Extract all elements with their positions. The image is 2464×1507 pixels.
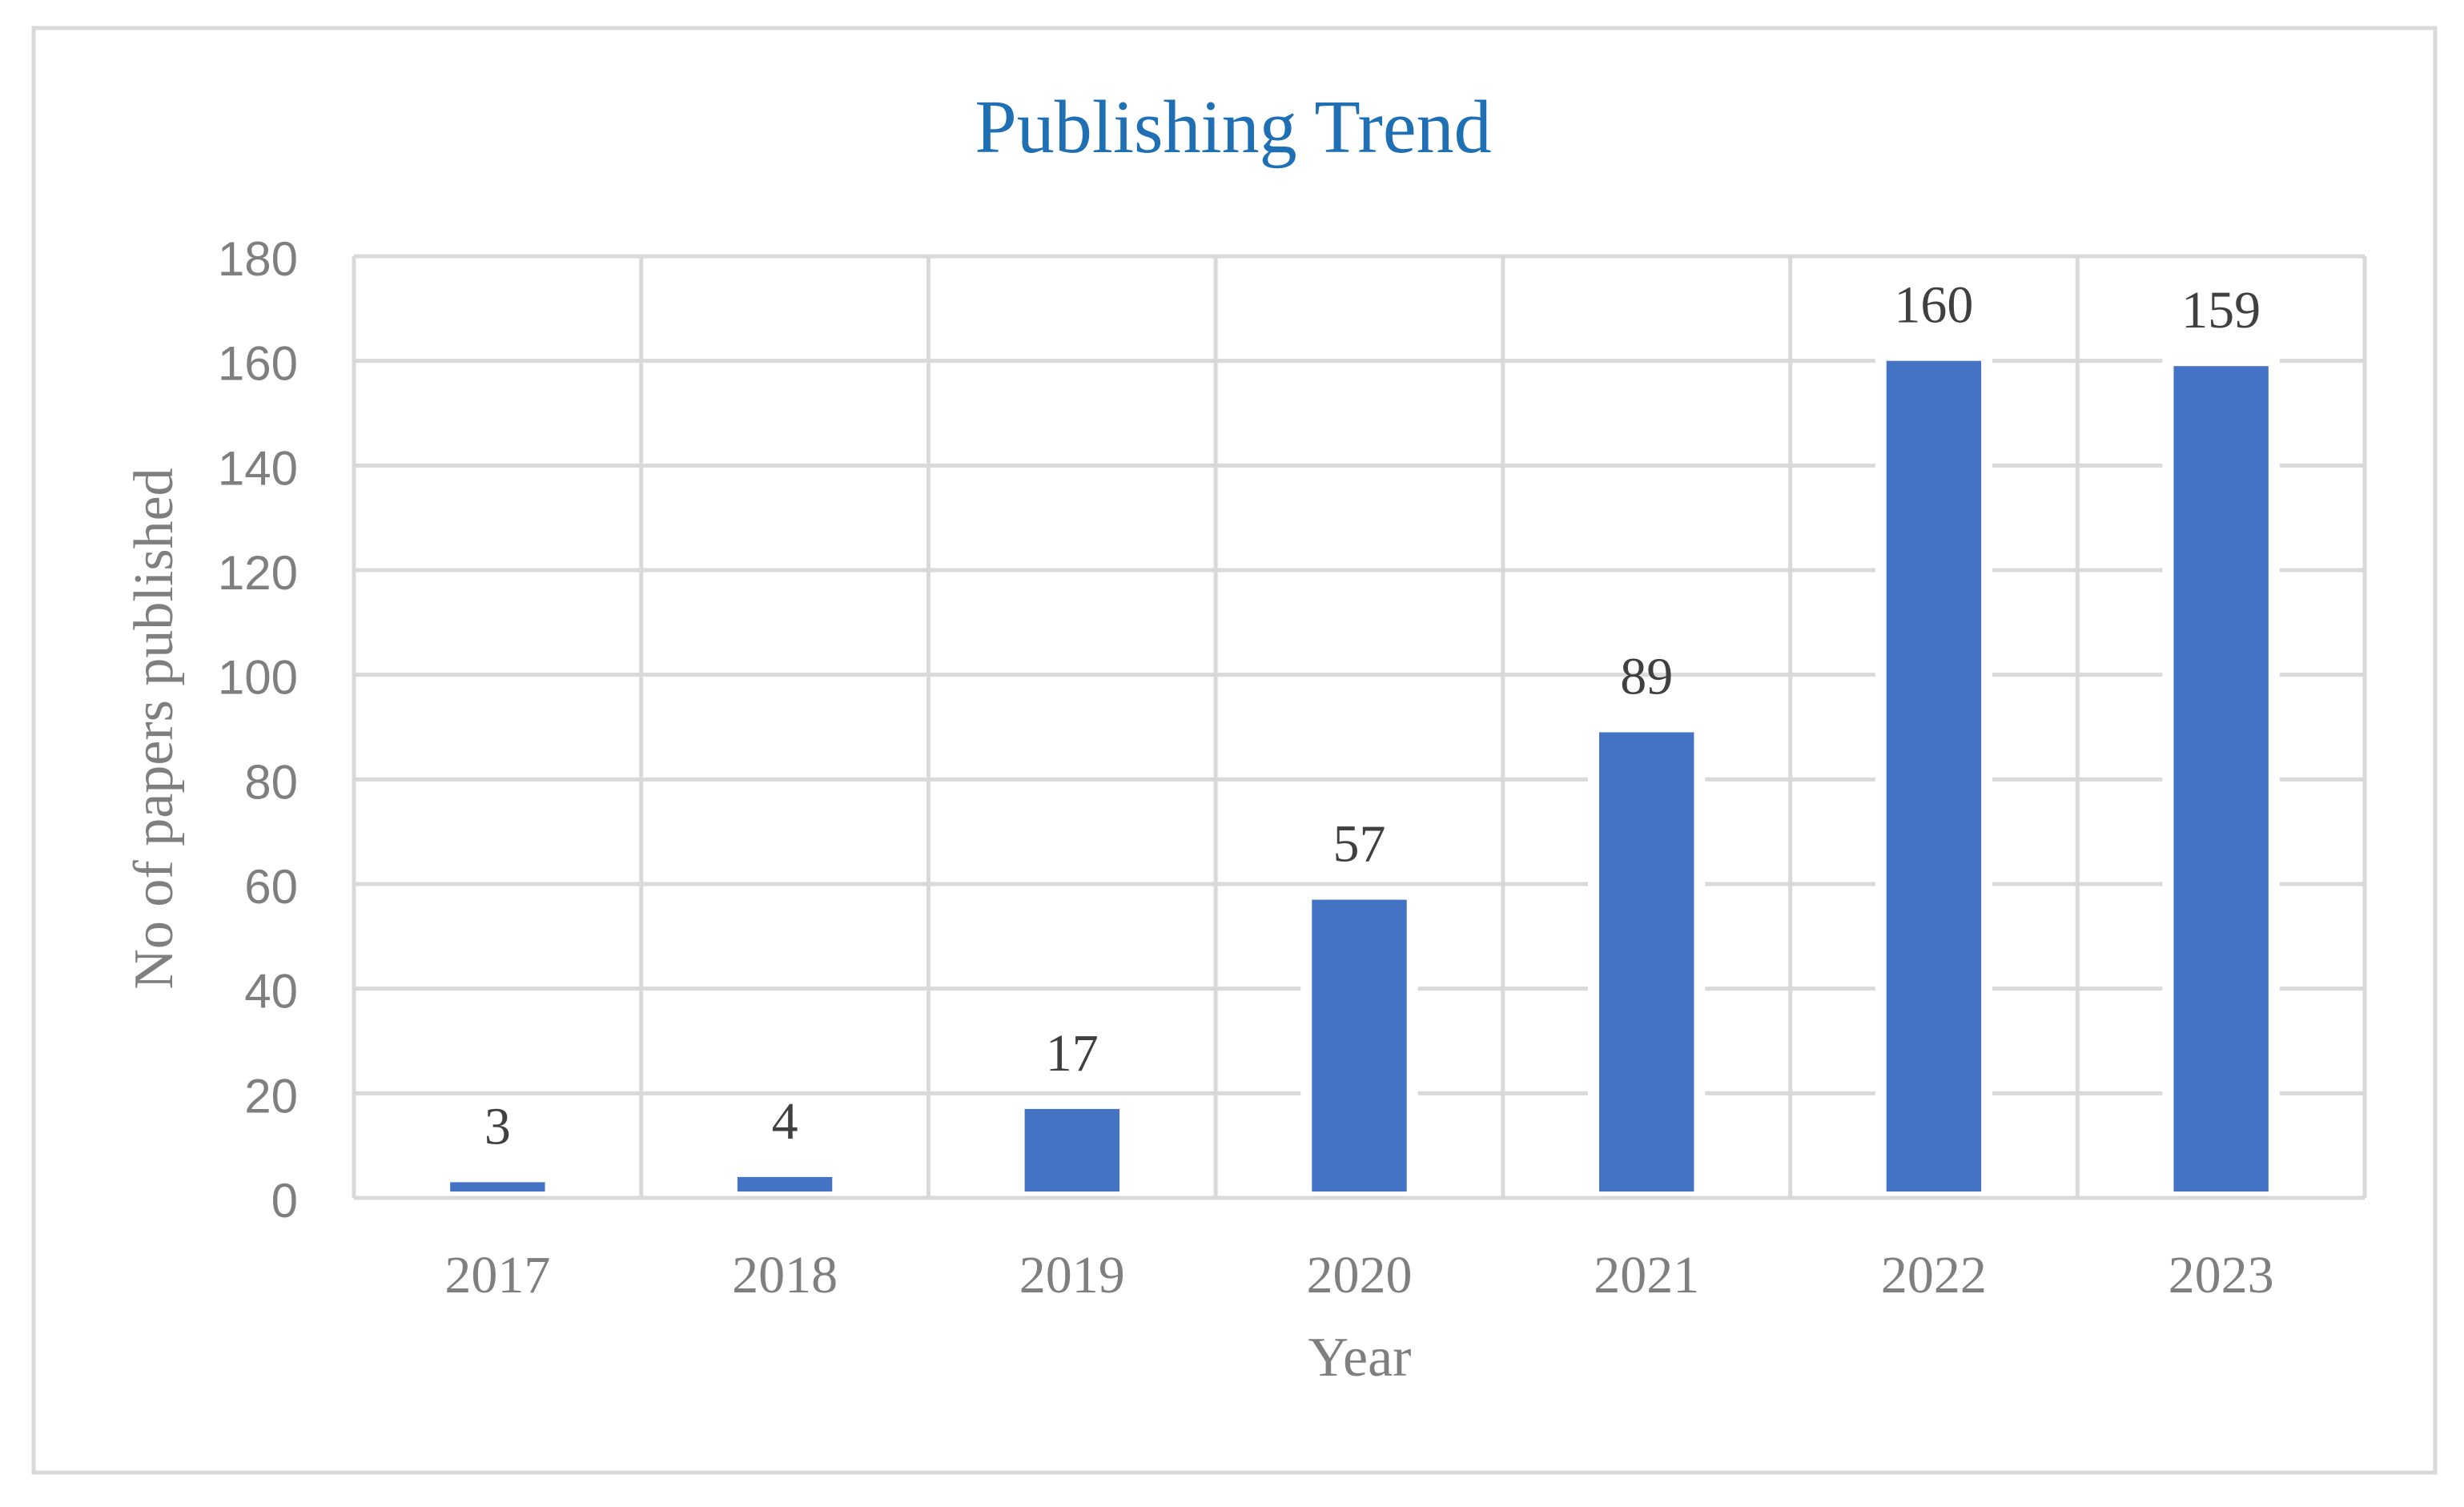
bar-2022 xyxy=(1886,360,1982,1192)
x-tick-label: 2017 xyxy=(444,1246,550,1304)
x-axis-title: Year xyxy=(1308,1327,1412,1388)
plot-area: 0 20 40 60 80 100 120 140 160 180 3 2017 4 2018 17 2019… xyxy=(218,232,2367,1304)
y-tick-label: 80 xyxy=(244,755,298,809)
x-tick-label: 2022 xyxy=(1881,1246,1987,1304)
y-tick-label: 160 xyxy=(218,337,298,391)
y-tick-label: 180 xyxy=(218,232,298,286)
y-tick-label: 20 xyxy=(244,1069,298,1123)
bar-2017 xyxy=(450,1182,545,1192)
data-label: 17 xyxy=(1046,1024,1099,1083)
x-tick-label: 2020 xyxy=(1307,1246,1413,1304)
data-label: 3 xyxy=(484,1097,511,1155)
y-tick-label: 100 xyxy=(218,651,298,705)
bar-2018 xyxy=(737,1176,833,1192)
bar-2020 xyxy=(1312,899,1407,1192)
y-tick-label: 0 xyxy=(271,1174,298,1228)
y-tick-label: 120 xyxy=(218,546,298,600)
bar-2021 xyxy=(1599,732,1694,1192)
x-tick-label: 2023 xyxy=(2169,1246,2274,1304)
y-tick-label: 40 xyxy=(244,965,298,1019)
data-label: 4 xyxy=(772,1092,798,1151)
y-tick-label: 60 xyxy=(244,860,298,914)
chart-border xyxy=(31,26,2438,1475)
data-label: 89 xyxy=(1620,648,1673,706)
x-tick-label: 2018 xyxy=(732,1246,838,1304)
data-label: 159 xyxy=(2181,281,2261,340)
data-label: 160 xyxy=(1894,276,1973,335)
y-axis-title: No of papers published xyxy=(123,468,185,989)
chart-title: Publishing Trend xyxy=(975,86,1491,169)
y-tick-label: 140 xyxy=(218,441,298,495)
x-tick-label: 2019 xyxy=(1019,1246,1125,1304)
x-tick-label: 2021 xyxy=(1594,1246,1699,1304)
data-label: 57 xyxy=(1333,815,1386,874)
bar-2023 xyxy=(2173,366,2269,1192)
bar-2019 xyxy=(1024,1108,1119,1192)
